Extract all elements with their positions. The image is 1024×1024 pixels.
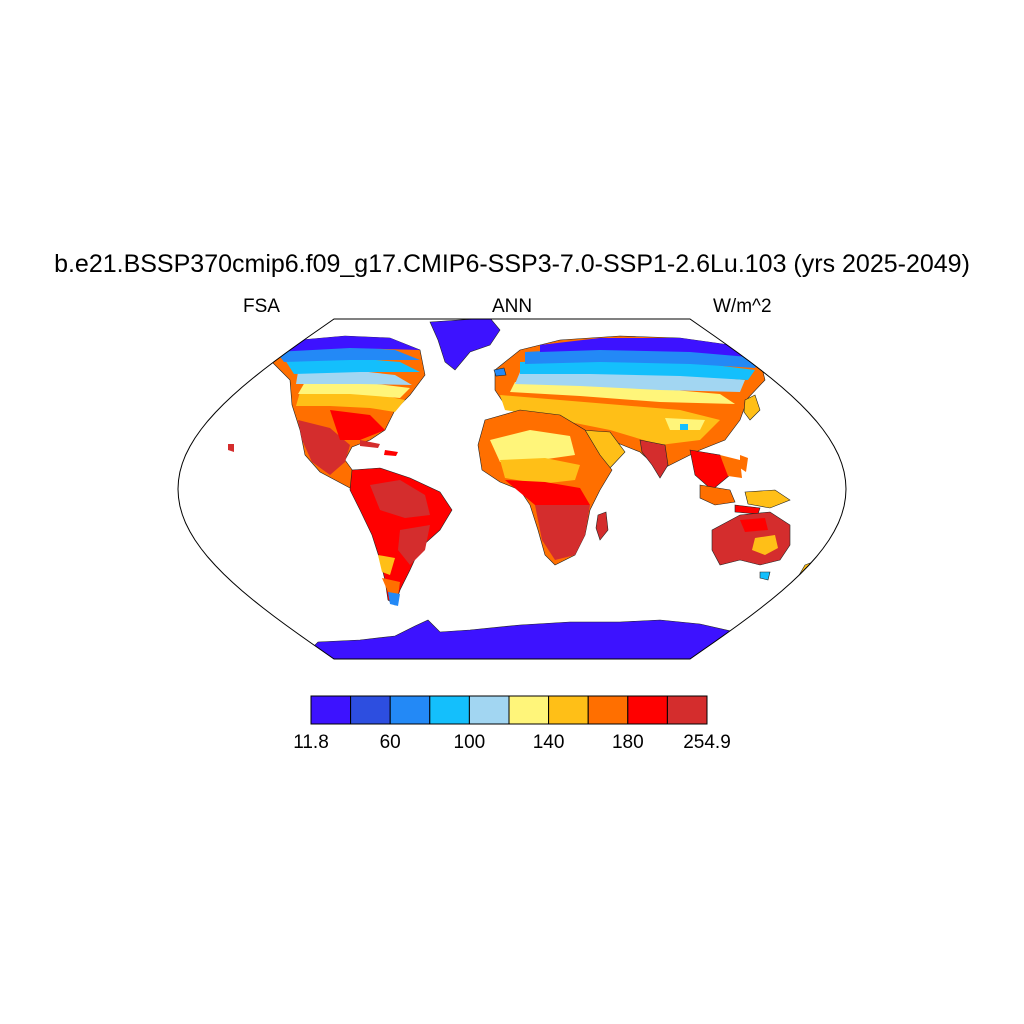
- colorbar-swatch: [666, 695, 708, 725]
- greenland: [429, 319, 501, 371]
- africa: [477, 409, 613, 566]
- map-boundary: [177, 318, 847, 660]
- colorbar-swatch: [468, 695, 510, 725]
- season-label: ANN: [491, 296, 533, 317]
- colorbar-swatch: [350, 695, 391, 725]
- colorbar-tick-label: 60: [379, 732, 401, 753]
- colorbar-tick-label: 180: [611, 732, 644, 753]
- units-label: W/m^2: [713, 296, 772, 317]
- colorbar-tick-label: 254.9: [683, 732, 731, 753]
- colorbar-swatch: [310, 695, 352, 725]
- colorbar-tick-label: 11.8: [293, 732, 329, 753]
- colorbar: [310, 695, 708, 725]
- colorbar-swatch: [627, 695, 668, 725]
- eurasia: [494, 335, 766, 491]
- colorbar-swatch: [548, 695, 589, 725]
- hawaii: [228, 444, 234, 452]
- plot-title: b.e21.BSSP370cmip6.f09_g17.CMIP6-SSP3-7.…: [54, 250, 970, 278]
- south-america: [349, 467, 453, 606]
- colorbar-swatch: [508, 695, 550, 725]
- colorbar-swatch: [389, 695, 431, 725]
- land-fields: [228, 319, 819, 659]
- colorbar-tick-label: 140: [532, 732, 565, 753]
- colorbar-swatch: [429, 695, 470, 725]
- maritime-continent: [699, 455, 791, 515]
- variable-label: FSA: [243, 296, 280, 317]
- colorbar-tick-label: 100: [453, 732, 486, 753]
- north-america: [261, 335, 426, 489]
- colorbar-swatch: [587, 695, 629, 725]
- antarctica: [299, 619, 736, 659]
- iceland: [493, 367, 507, 377]
